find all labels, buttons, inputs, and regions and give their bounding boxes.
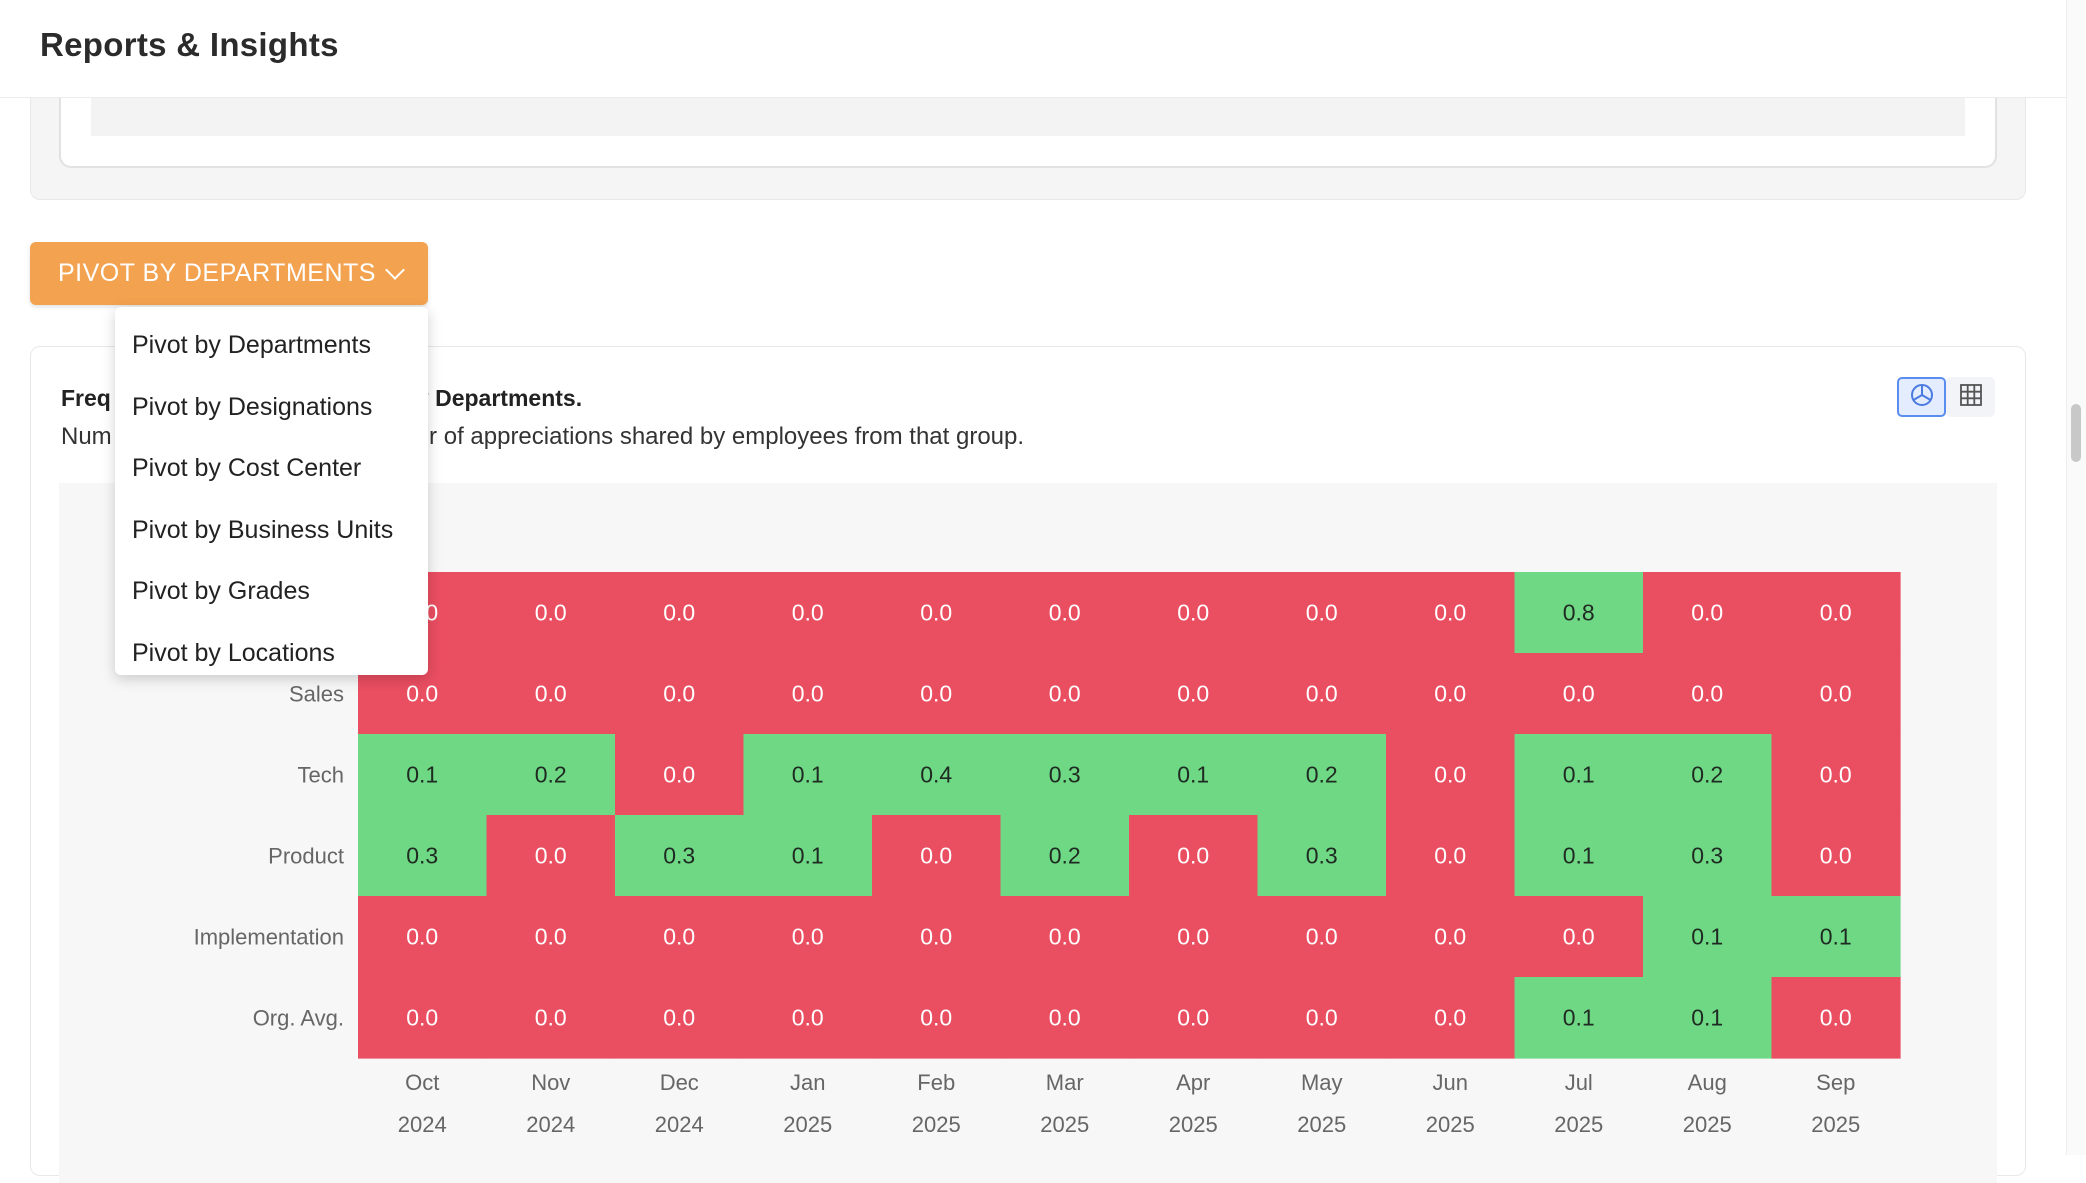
heatmap-cell bbox=[1771, 977, 1901, 1059]
heatmap-cell bbox=[1514, 653, 1644, 735]
heatmap-cell bbox=[1386, 734, 1516, 816]
previous-report-card bbox=[59, 98, 1997, 168]
heatmap-cell bbox=[872, 734, 1002, 816]
previous-report-footer bbox=[91, 98, 1965, 136]
heatmap-cell bbox=[1000, 977, 1130, 1059]
heatmap-cell bbox=[486, 653, 616, 735]
pivot-option-departments[interactable]: Pivot by Departments bbox=[132, 331, 371, 359]
heatmap-cell bbox=[743, 734, 873, 816]
heatmap-cell bbox=[1643, 572, 1773, 654]
view-toggle bbox=[1897, 377, 1995, 417]
heatmap-cell bbox=[486, 815, 616, 897]
heatmap-cell bbox=[1257, 572, 1387, 654]
heatmap-cell bbox=[872, 896, 1002, 978]
heatmap-cell bbox=[1386, 977, 1516, 1059]
pie-chart-icon bbox=[1909, 382, 1935, 413]
table-grid-icon bbox=[1958, 382, 1984, 413]
heatmap-cell bbox=[743, 815, 873, 897]
heatmap-cell bbox=[486, 572, 616, 654]
heatmap-cell bbox=[1386, 815, 1516, 897]
heatmap-cell bbox=[743, 572, 873, 654]
pivot-option-grades[interactable]: Pivot by Grades bbox=[132, 577, 310, 606]
heatmap-cell bbox=[1514, 815, 1644, 897]
heatmap-cell bbox=[1643, 896, 1773, 978]
heatmap-cell bbox=[1129, 815, 1259, 897]
heatmap-cell bbox=[615, 653, 745, 735]
heatmap-cell bbox=[743, 653, 873, 735]
previous-report-section bbox=[30, 98, 2026, 200]
table-view-button[interactable] bbox=[1946, 377, 1995, 417]
heatmap-cell bbox=[1129, 977, 1259, 1059]
heatmap-cell bbox=[1129, 734, 1259, 816]
heatmap-cell bbox=[872, 653, 1002, 735]
heatmap-cell bbox=[358, 977, 488, 1059]
pivot-dropdown-button[interactable]: PIVOT BY DEPARTMENTS bbox=[30, 242, 428, 305]
heatmap-cell bbox=[1257, 896, 1387, 978]
heatmap-cell bbox=[1771, 572, 1901, 654]
heatmap-cell bbox=[872, 815, 1002, 897]
heatmap-cell bbox=[1257, 815, 1387, 897]
heatmap-cell bbox=[1514, 896, 1644, 978]
heatmap-cell bbox=[615, 815, 745, 897]
heatmap-cell bbox=[486, 977, 616, 1059]
pivot-option-designations[interactable]: Pivot by Designations bbox=[132, 392, 373, 421]
heatmap-cell bbox=[1771, 896, 1901, 978]
heatmap-cell bbox=[358, 896, 488, 978]
pivot-option-business-units[interactable]: Pivot by Business Units bbox=[132, 515, 394, 544]
chevron-down-icon bbox=[385, 259, 405, 280]
pivot-button-label: PIVOT BY DEPARTMENTS bbox=[58, 259, 376, 287]
heatmap-cell bbox=[1000, 896, 1130, 978]
heatmap-cell bbox=[486, 734, 616, 816]
report-description-start: Num bbox=[61, 423, 112, 450]
pivot-option-cost-center[interactable]: Pivot by Cost Center bbox=[132, 454, 362, 483]
heatmap-cell bbox=[1257, 734, 1387, 816]
scrollbar-thumb[interactable] bbox=[2071, 404, 2081, 462]
heatmap-cell bbox=[486, 896, 616, 978]
heatmap-cell bbox=[1771, 734, 1901, 816]
chart-view-button[interactable] bbox=[1897, 377, 1946, 417]
page-title: Reports & Insights bbox=[40, 26, 339, 63]
heatmap-cell bbox=[743, 896, 873, 978]
heatmap-cell bbox=[358, 815, 488, 897]
heatmap-cell bbox=[872, 572, 1002, 654]
heatmap-cell bbox=[615, 734, 745, 816]
heatmap-cell bbox=[1386, 896, 1516, 978]
heatmap-cell bbox=[615, 977, 745, 1059]
heatmap-cell bbox=[1386, 572, 1516, 654]
heatmap-cell bbox=[1771, 815, 1901, 897]
heatmap-cell bbox=[1643, 815, 1773, 897]
heatmap-cell bbox=[1771, 653, 1901, 735]
heatmap-cell bbox=[743, 977, 873, 1059]
report-description: Num number of appreciations shared by emp… bbox=[61, 423, 1024, 451]
heatmap-cell bbox=[1129, 653, 1259, 735]
top-bar: Reports & Insights bbox=[0, 0, 2066, 98]
pivot-option-locations[interactable]: Pivot by Locations bbox=[132, 638, 335, 667]
heatmap-cell bbox=[615, 896, 745, 978]
heatmap-cell bbox=[1386, 653, 1516, 735]
heatmap-cell bbox=[615, 572, 745, 654]
heatmap-cell bbox=[358, 734, 488, 816]
heatmap-cell bbox=[1000, 572, 1130, 654]
heatmap-cell bbox=[1643, 977, 1773, 1059]
heatmap-cell bbox=[1514, 977, 1644, 1059]
page-scrollbar[interactable] bbox=[2066, 0, 2086, 1155]
report-heading-start: Freq bbox=[61, 385, 111, 411]
heatmap-cell bbox=[1257, 653, 1387, 735]
heatmap-cell bbox=[1514, 572, 1644, 654]
heatmap-cell bbox=[1000, 815, 1130, 897]
heatmap-cell bbox=[1643, 734, 1773, 816]
heatmap-cell bbox=[872, 977, 1002, 1059]
heatmap-cell bbox=[1257, 977, 1387, 1059]
heatmap-cell bbox=[1129, 896, 1259, 978]
report-description-end: number of appreciations shared by employ… bbox=[355, 423, 1025, 450]
heatmap-cell bbox=[1514, 734, 1644, 816]
pivot-dropdown-menu: Pivot by Departments Pivot by Designatio… bbox=[115, 307, 428, 675]
heatmap-cell bbox=[1129, 572, 1259, 654]
heatmap-cell bbox=[1643, 653, 1773, 735]
heatmap-cell bbox=[1000, 734, 1130, 816]
heatmap-cell bbox=[1000, 653, 1130, 735]
